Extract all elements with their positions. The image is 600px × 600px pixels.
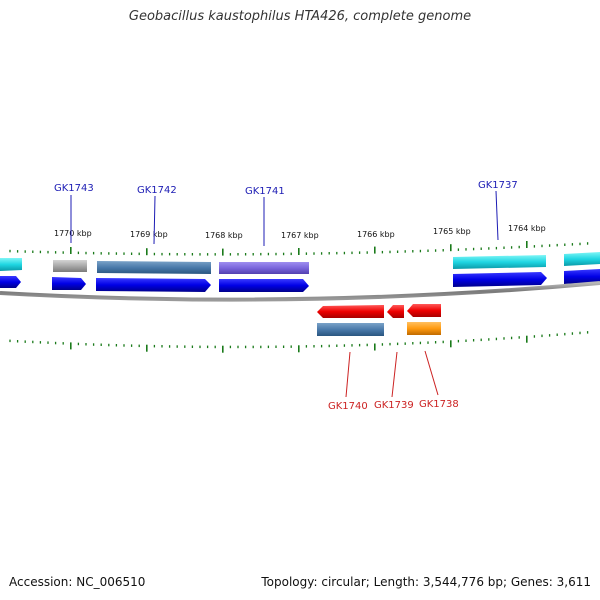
feature-bar[interactable]: [407, 322, 441, 335]
kbp-label: 1768 kbp: [205, 231, 243, 240]
gene-label-gk1741[interactable]: GK1741: [245, 186, 285, 197]
reverse-strand-row: [317, 304, 441, 318]
map-title: Geobacillus kaustophilus HTA426, complet…: [128, 9, 472, 24]
gene-label-gk1742[interactable]: GK1742: [137, 185, 177, 196]
forward-strand-row: [0, 269, 600, 292]
reverse-cog-row: [317, 322, 441, 336]
genome-backbone: [0, 281, 600, 302]
gene-label-gk1740[interactable]: GK1740: [328, 401, 368, 412]
feature-bar[interactable]: [219, 262, 309, 274]
kbp-label: 1764 kbp: [508, 224, 546, 233]
kbp-label: 1770 kbp: [54, 229, 92, 238]
kbp-scale: 1770 kbp 1769 kbp 1768 kbp 1767 kbp 1766…: [54, 224, 546, 240]
leader-line: [391, 351, 398, 398]
gene-label-gk1737[interactable]: GK1737: [478, 180, 518, 191]
leader-lines: [70, 190, 499, 398]
forward-gene-arrow[interactable]: [52, 277, 86, 290]
kbp-label: 1769 kbp: [130, 230, 168, 239]
feature-bar[interactable]: [53, 260, 87, 272]
feature-bar[interactable]: [453, 255, 546, 269]
forward-gene-arrow[interactable]: [96, 278, 211, 292]
outer-tick-ring: [9, 241, 589, 256]
leader-line: [345, 351, 351, 398]
feature-bar[interactable]: [0, 258, 22, 271]
leader-line: [495, 190, 499, 241]
reverse-gene-arrow[interactable]: [407, 304, 441, 317]
reverse-gene-arrow[interactable]: [387, 305, 404, 318]
gene-labels: GK1743 GK1742 GK1741 GK1737 GK1740 GK173…: [54, 180, 518, 412]
leader-line: [153, 195, 156, 245]
leader-line: [424, 350, 439, 396]
genome-summary-text: Topology: circular; Length: 3,544,776 bp…: [261, 575, 591, 589]
accession-text: Accession: NC_006510: [9, 575, 146, 589]
kbp-label: 1765 kbp: [433, 227, 471, 236]
gene-label-gk1739[interactable]: GK1739: [374, 400, 414, 411]
forward-gene-arrow[interactable]: [219, 279, 309, 292]
reverse-gene-arrow[interactable]: [317, 305, 384, 318]
kbp-label: 1766 kbp: [357, 230, 395, 239]
feature-bar[interactable]: [97, 261, 211, 274]
feature-bar[interactable]: [564, 252, 600, 266]
forward-gene-arrow[interactable]: [453, 272, 547, 287]
feature-bar[interactable]: [317, 323, 384, 336]
forward-cog-row: [0, 252, 600, 274]
gene-label-gk1738[interactable]: GK1738: [419, 399, 459, 410]
forward-gene-arrow[interactable]: [564, 269, 600, 284]
kbp-label: 1767 kbp: [281, 231, 319, 240]
inner-tick-ring: [9, 331, 589, 353]
forward-gene-arrow[interactable]: [0, 276, 21, 288]
gene-label-gk1743[interactable]: GK1743: [54, 183, 94, 194]
